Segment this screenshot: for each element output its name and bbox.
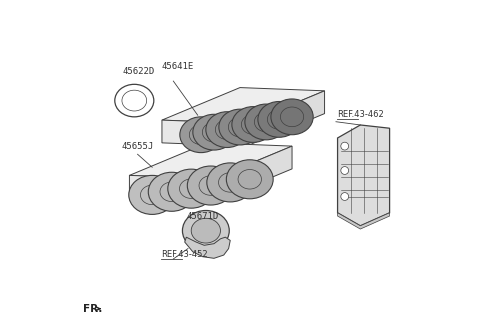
Ellipse shape [115,84,154,117]
Polygon shape [214,146,292,201]
Text: 45622D: 45622D [122,67,155,76]
Ellipse shape [238,170,262,189]
Text: FR.: FR. [83,304,103,314]
Ellipse shape [191,218,220,243]
Text: REF.43-452: REF.43-452 [161,250,208,259]
Ellipse shape [228,117,252,137]
Ellipse shape [148,172,195,211]
Polygon shape [162,120,247,146]
Ellipse shape [207,163,253,202]
Ellipse shape [141,185,164,205]
Ellipse shape [122,90,147,111]
Text: REF.43-462: REF.43-462 [337,110,384,119]
Text: 45671D: 45671D [186,212,218,221]
Circle shape [341,142,348,150]
Ellipse shape [241,115,264,134]
Ellipse shape [168,169,215,208]
Ellipse shape [182,211,229,251]
Ellipse shape [271,99,313,135]
Polygon shape [337,125,390,226]
Ellipse shape [219,109,261,145]
Text: 45655J: 45655J [121,142,154,151]
Polygon shape [130,175,214,201]
Ellipse shape [254,112,277,132]
Polygon shape [162,88,324,123]
Ellipse shape [180,117,222,153]
Ellipse shape [206,112,248,148]
Polygon shape [337,213,390,229]
Polygon shape [247,91,324,146]
Ellipse shape [180,179,203,198]
Ellipse shape [280,107,304,127]
Polygon shape [130,143,292,179]
Ellipse shape [199,176,222,195]
Circle shape [341,193,348,200]
Polygon shape [185,237,230,258]
Text: 45641E: 45641E [161,62,193,71]
Ellipse shape [193,114,235,150]
Ellipse shape [129,175,176,215]
Ellipse shape [258,101,300,137]
Ellipse shape [218,173,242,192]
Ellipse shape [187,166,234,205]
Ellipse shape [227,160,273,199]
Ellipse shape [216,120,239,139]
Ellipse shape [203,122,226,142]
Ellipse shape [189,125,213,145]
Ellipse shape [245,104,287,140]
Ellipse shape [232,107,274,142]
Circle shape [341,167,348,174]
Ellipse shape [160,182,183,201]
Ellipse shape [267,110,291,129]
